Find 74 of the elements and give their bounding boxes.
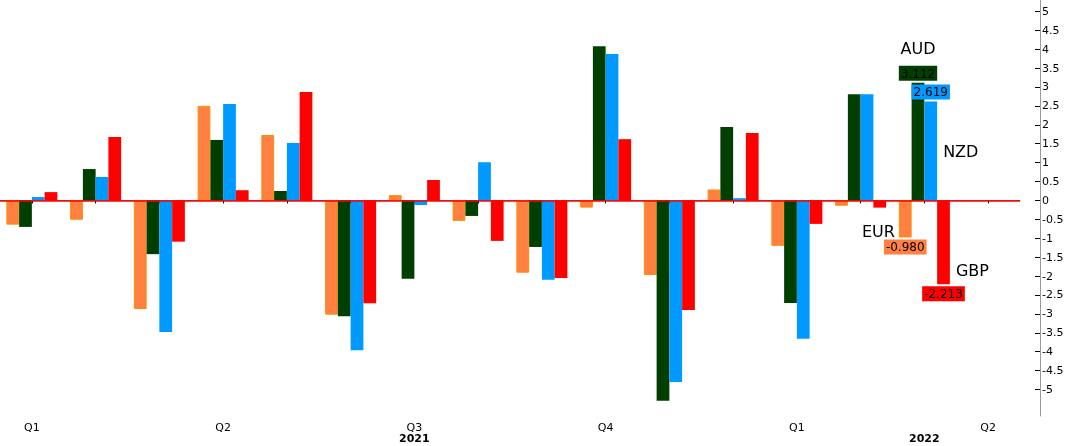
bar bbox=[133, 200, 147, 309]
bar bbox=[643, 200, 657, 275]
y-tick-label: 4.5 bbox=[1042, 23, 1060, 37]
y-tick-label: -1.5 bbox=[1042, 250, 1064, 264]
bar bbox=[592, 46, 606, 201]
bar bbox=[847, 94, 861, 201]
bar bbox=[541, 200, 555, 280]
x-tick-label: Q4 bbox=[597, 421, 614, 434]
y-tick-label: -2 bbox=[1042, 269, 1053, 283]
bar bbox=[6, 200, 20, 225]
x-tick-label: Q2 bbox=[980, 421, 996, 434]
bar bbox=[401, 200, 415, 279]
bar bbox=[529, 200, 542, 247]
data-label: -2.213 bbox=[924, 287, 963, 302]
y-tick-label: -4 bbox=[1042, 345, 1053, 359]
x-tick-label: Q3 bbox=[406, 421, 423, 434]
bar bbox=[669, 200, 683, 382]
bar bbox=[223, 104, 236, 201]
bar bbox=[159, 200, 173, 333]
bar bbox=[516, 200, 530, 273]
y-tick-label: -0.5 bbox=[1042, 212, 1064, 226]
y-tick-label: 2 bbox=[1042, 118, 1049, 132]
bar bbox=[337, 200, 351, 317]
y-tick-label: -3.5 bbox=[1042, 326, 1064, 340]
bar bbox=[197, 105, 211, 201]
bar bbox=[286, 142, 300, 201]
y-tick-label: 4 bbox=[1042, 42, 1049, 56]
y-tick-label: -2.5 bbox=[1042, 288, 1064, 302]
x-tick-label: Q1 bbox=[24, 421, 40, 434]
bar bbox=[707, 189, 721, 201]
y-tick-label: 1 bbox=[1042, 156, 1049, 170]
bar bbox=[350, 200, 364, 351]
y-tick-label: 2.5 bbox=[1042, 99, 1060, 113]
bar bbox=[656, 200, 670, 401]
y-tick-label: 3 bbox=[1042, 80, 1049, 94]
bar bbox=[146, 200, 160, 255]
bar bbox=[19, 200, 32, 227]
bar bbox=[274, 190, 287, 201]
x-tick-label: Q2 bbox=[215, 421, 231, 434]
series-label: GBP bbox=[955, 260, 990, 280]
y-tick-label: 3.5 bbox=[1042, 61, 1060, 75]
bar bbox=[70, 200, 83, 220]
series-label: AUD bbox=[900, 39, 936, 59]
bar bbox=[452, 200, 466, 221]
series-label: EUR bbox=[861, 222, 895, 241]
data-label: 3.112 bbox=[900, 66, 936, 81]
bar bbox=[210, 139, 224, 201]
bar bbox=[478, 162, 491, 201]
y-tick-label: -1 bbox=[1042, 231, 1053, 245]
x-tick-label: Q1 bbox=[789, 421, 805, 434]
y-tick-label: -5 bbox=[1042, 383, 1053, 397]
y-tick-label: -3 bbox=[1042, 307, 1053, 321]
bar bbox=[784, 200, 797, 303]
bar bbox=[82, 169, 96, 201]
y-tick-label: 1.5 bbox=[1042, 137, 1060, 151]
bar bbox=[720, 127, 734, 201]
y-tick-label: 5 bbox=[1042, 4, 1049, 18]
bar bbox=[261, 135, 275, 201]
bar bbox=[860, 94, 874, 201]
data-label: -0.980 bbox=[885, 240, 925, 255]
bar bbox=[388, 195, 402, 201]
data-label: 2.619 bbox=[913, 85, 948, 100]
text: 2021 bbox=[399, 432, 430, 445]
y-tick-label: 0 bbox=[1042, 193, 1049, 207]
bar bbox=[95, 176, 109, 201]
y-tick-label: -4.5 bbox=[1042, 364, 1064, 378]
bar bbox=[771, 200, 785, 246]
y-tick-label: 0.5 bbox=[1042, 175, 1060, 189]
text: 2022 bbox=[909, 432, 940, 445]
bar bbox=[924, 101, 938, 201]
bar bbox=[796, 200, 810, 339]
series-label: NZD bbox=[943, 141, 979, 161]
bar bbox=[325, 200, 338, 315]
bar bbox=[605, 54, 619, 201]
